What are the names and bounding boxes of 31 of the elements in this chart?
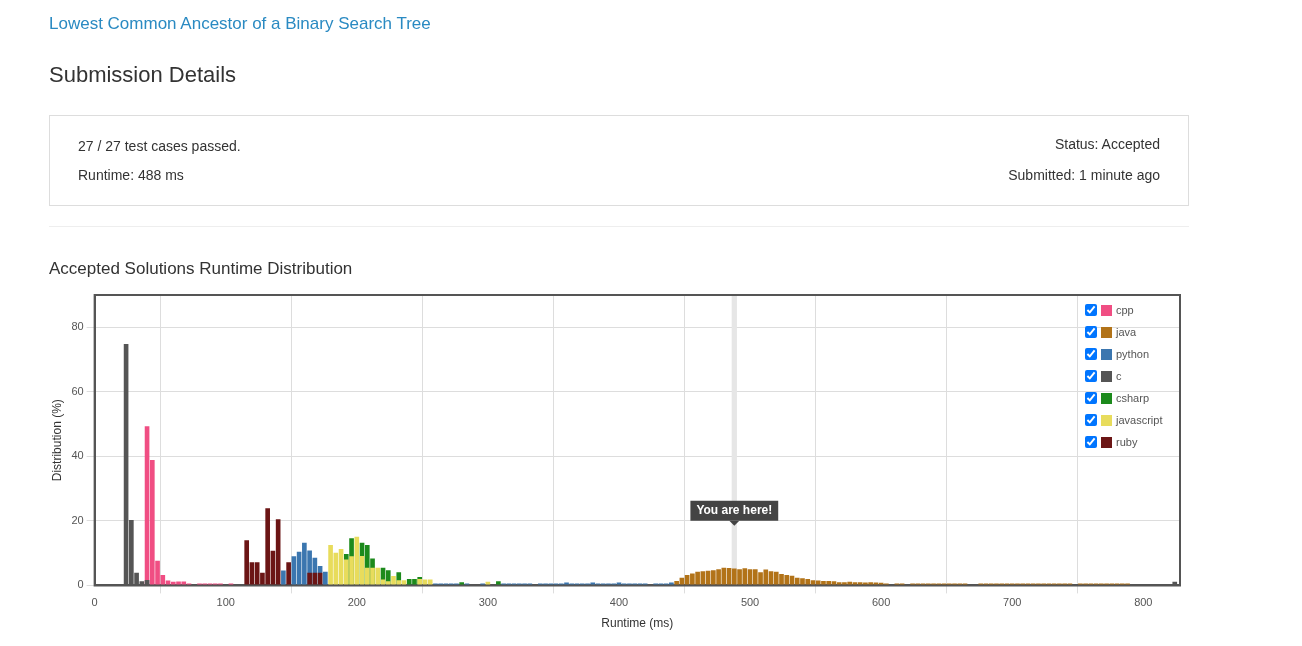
y-tick-label: 40 bbox=[71, 449, 84, 462]
text: Submission Details bbox=[49, 62, 237, 88]
x-tick-label: 700 bbox=[1003, 596, 1022, 609]
x-axis-title: Runtime (ms) bbox=[601, 616, 674, 631]
x-tick-label: 200 bbox=[347, 596, 366, 609]
x-tick-label: 300 bbox=[478, 596, 498, 609]
text: Runtime: 488 ms bbox=[78, 167, 184, 183]
y-tick-label: 60 bbox=[71, 384, 84, 397]
x-tick-label: 0 bbox=[91, 596, 98, 609]
x-tick-label: 500 bbox=[740, 596, 760, 609]
y-tick-label: 0 bbox=[77, 578, 84, 591]
legend-label: python bbox=[1116, 348, 1150, 360]
x-tick-label: 800 bbox=[1134, 596, 1153, 609]
chart-title: Accepted Solutions Runtime Distribution bbox=[49, 259, 353, 279]
legend-label: cpp bbox=[1116, 304, 1134, 316]
text: Submitted: 1 minute ago bbox=[1008, 167, 1160, 183]
legend-label: csharp bbox=[1116, 392, 1150, 404]
legend-label: java bbox=[1116, 326, 1137, 338]
x-tick-label: 400 bbox=[609, 596, 629, 609]
y-tick-label: 20 bbox=[71, 513, 84, 526]
text: Status: Accepted bbox=[1054, 136, 1160, 152]
legend-label: javascript bbox=[1116, 414, 1163, 426]
y-axis-title: Distribution (%) bbox=[49, 399, 64, 482]
text: Lowest Common Ancestor of a Binary Search Tree bbox=[49, 14, 431, 34]
legend-label: c bbox=[1116, 370, 1122, 382]
band-label: You are here! bbox=[696, 503, 773, 518]
legend-label: ruby bbox=[1116, 436, 1138, 448]
x-tick-label: 600 bbox=[871, 596, 891, 609]
text: 27 / 27 test cases passed. bbox=[78, 138, 241, 154]
y-tick-label: 80 bbox=[71, 320, 84, 333]
x-tick-label: 100 bbox=[216, 596, 235, 609]
